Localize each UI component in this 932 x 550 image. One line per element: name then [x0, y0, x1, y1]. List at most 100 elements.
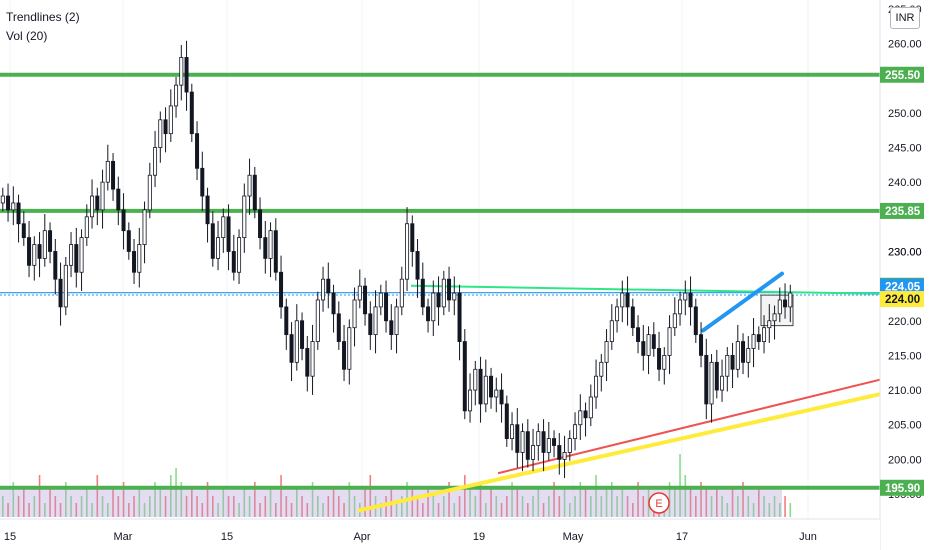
candle-body [609, 320, 614, 342]
volume-bar [107, 503, 109, 517]
candle [510, 412, 515, 451]
candle-body [163, 119, 168, 135]
candle [431, 280, 436, 337]
volume-bar [763, 496, 765, 517]
volume-bar [721, 496, 723, 517]
candle [741, 333, 746, 375]
volume-bar [348, 482, 351, 517]
candle [573, 412, 578, 451]
earnings-marker-circle[interactable] [648, 492, 670, 514]
candle-body [90, 195, 95, 218]
candle [352, 287, 357, 347]
candle [594, 359, 599, 409]
candle [200, 151, 205, 212]
volume-bar [674, 489, 676, 517]
candle-body [195, 133, 200, 169]
candle [567, 430, 572, 461]
candle [357, 269, 362, 309]
price-axis[interactable]: 200.00 205.00 210.00 215.00 220.00 230.00 240.… [879, 0, 932, 550]
volume-bar [532, 496, 534, 517]
volume-bar [201, 503, 204, 517]
candle-body [735, 341, 740, 370]
price-badge-label: 195.90 [885, 483, 920, 495]
candle-body [268, 230, 273, 259]
candle [158, 111, 163, 163]
candle [53, 238, 58, 295]
candle-body [142, 209, 147, 245]
volume-bar [59, 503, 62, 517]
volume-bar [164, 496, 167, 517]
time-tick-label: Jun [799, 531, 817, 543]
candle-body [174, 84, 179, 107]
volume-bar [437, 503, 440, 517]
legend-trendlines[interactable]: Trendlines (2) [6, 10, 80, 24]
candle [74, 227, 79, 288]
candle [536, 423, 541, 461]
candle-body [426, 306, 431, 322]
candle [48, 222, 53, 264]
candle [273, 218, 278, 281]
candle [195, 121, 200, 181]
price-badge: 224.05 [880, 278, 924, 295]
candle [777, 287, 782, 323]
volume-bar [380, 503, 382, 517]
candle-body [79, 237, 84, 273]
candle [179, 44, 184, 101]
volume-bar [490, 489, 492, 517]
candle-body [405, 223, 410, 280]
earnings-marker-label: E [655, 498, 662, 510]
candle [426, 298, 431, 333]
candle [625, 276, 630, 326]
candle-body [441, 278, 446, 308]
candle-body [132, 251, 137, 273]
candle-body [226, 216, 231, 252]
volume-bar [574, 496, 576, 517]
volume-bar [689, 489, 692, 517]
volume-bar [327, 496, 330, 517]
volume-bar [23, 489, 25, 517]
trendlines[interactable] [357, 271, 881, 513]
volume-bar [789, 503, 792, 517]
candle [147, 162, 152, 219]
candle [583, 402, 588, 437]
candle [289, 322, 294, 382]
price-badge-background [880, 291, 924, 308]
price-badge: 235.85 [880, 202, 924, 219]
candle-body [69, 244, 74, 266]
candle-body [615, 306, 620, 322]
candle [441, 270, 446, 316]
time-axis[interactable]: 15 Mar 15 Apr 19 May 17 Jun [0, 518, 880, 550]
candle [693, 298, 698, 343]
volume-bar [642, 496, 645, 517]
candle [378, 284, 383, 316]
volume-bar [128, 503, 130, 517]
candle-body [646, 334, 651, 356]
candle-body [704, 355, 709, 405]
horizontal-lines[interactable] [0, 72, 880, 490]
candle [399, 266, 404, 316]
candle-body [263, 237, 268, 259]
candle [221, 208, 226, 253]
candle-body [336, 313, 341, 342]
candle [447, 266, 452, 312]
price-badge-background [880, 278, 924, 295]
candle [473, 360, 478, 406]
candle-body [237, 237, 242, 273]
currency-badge[interactable]: INR [890, 7, 920, 29]
volume-bar [453, 503, 456, 517]
earnings-marker[interactable]: E [648, 492, 670, 514]
candle-body [641, 341, 646, 356]
candle-body [468, 389, 473, 412]
volume-bar [96, 475, 99, 517]
time-tick-label: 17 [676, 531, 688, 543]
candle-body [756, 334, 761, 342]
volume-bar [65, 482, 67, 517]
candle-body [452, 292, 457, 301]
volume-bar [343, 503, 345, 517]
volume-bar [579, 482, 582, 517]
candle [111, 153, 116, 201]
volume-bar [584, 489, 587, 517]
legend-volume[interactable]: Vol (20) [6, 29, 48, 43]
